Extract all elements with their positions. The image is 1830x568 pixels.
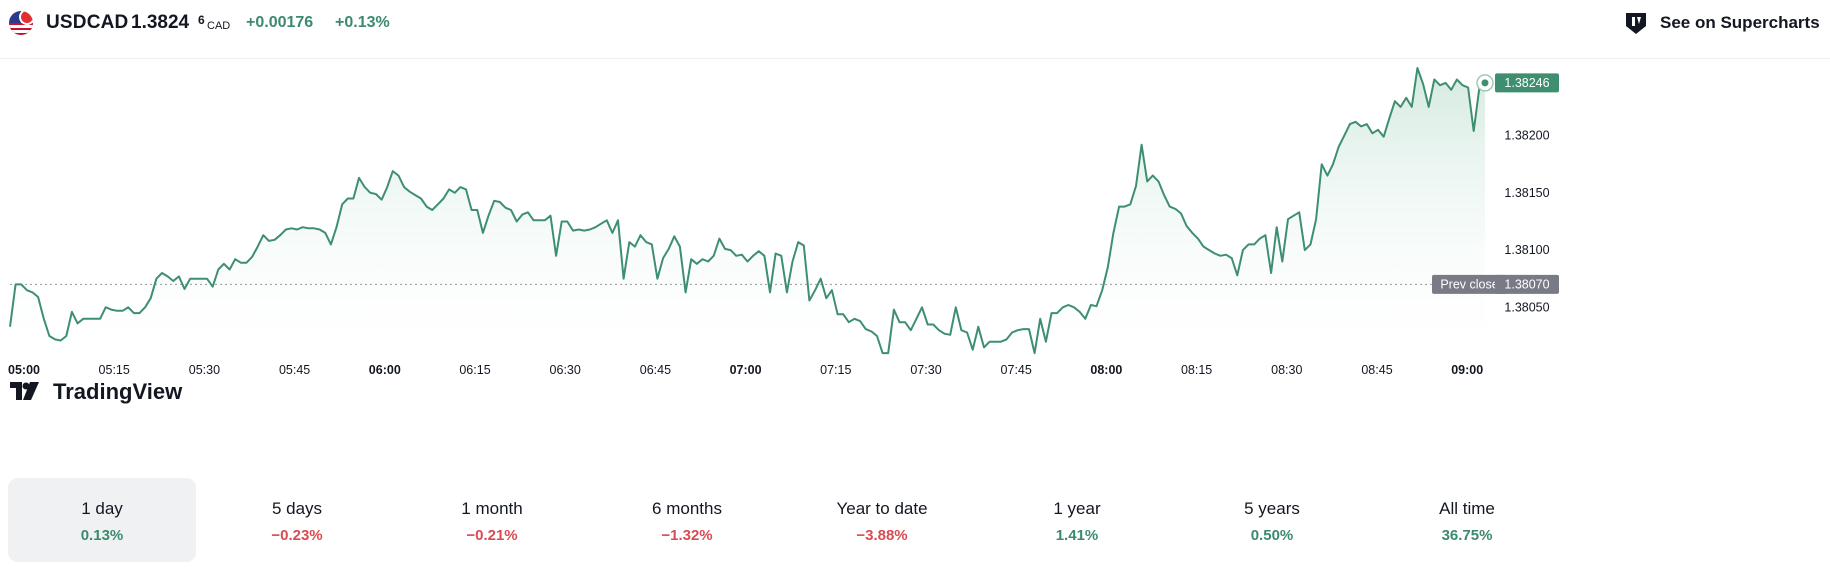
period-tabs: 1 day 0.13% 5 days −0.23% 1 month −0.21% 6 mon…: [0, 476, 1830, 566]
price-currency: CAD: [207, 20, 231, 32]
last-price: 1.3824: [131, 12, 190, 33]
y-axis: 1.38050 1.38100 1.38150 1.38200: [1504, 129, 1549, 315]
period-tab[interactable]: 5 days −0.23%: [203, 478, 391, 562]
period-tab-label: 5 days: [271, 499, 323, 518]
period-tab-label: 6 months: [652, 499, 722, 518]
last-price-pipette: 6: [198, 13, 205, 27]
usd-cad-flag-icon: [9, 11, 33, 35]
period-tab-label: 1 month: [461, 499, 523, 518]
x-tick-label: 07:00: [730, 363, 762, 377]
y-tick-label: 1.38200: [1504, 129, 1549, 143]
x-tick-label: 05:30: [189, 363, 220, 377]
period-tab-label: Year to date: [836, 499, 928, 518]
period-tab-change: −1.32%: [661, 527, 713, 544]
period-tab-change: −3.88%: [856, 527, 908, 544]
x-tick-label: 07:45: [1001, 363, 1032, 377]
period-tab-change: 0.13%: [80, 527, 124, 544]
x-tick-label: 07:30: [910, 363, 941, 377]
symbol-name: USDCAD: [46, 12, 129, 33]
x-tick-label: 06:30: [550, 363, 581, 377]
x-tick-label: 05:45: [279, 363, 310, 377]
y-tick-label: 1.38050: [1504, 300, 1549, 314]
symbol-header: USDCAD 1.3824 6 CAD +0.00176 +0.13% See …: [0, 0, 1830, 48]
prev-close-value: 1.38070: [1504, 277, 1549, 291]
period-tab[interactable]: All time 36.75%: [1373, 478, 1561, 562]
price-area-fill: [10, 68, 1485, 356]
x-tick-label: 08:45: [1361, 363, 1392, 377]
x-tick-label: 07:15: [820, 363, 851, 377]
see-on-supercharts-label: See on Supercharts: [1660, 13, 1820, 32]
period-tab-change: −0.21%: [466, 527, 518, 544]
period-tab-label: 1 day: [81, 499, 123, 518]
x-tick-label: 06:15: [459, 363, 490, 377]
x-tick-label: 06:45: [640, 363, 671, 377]
period-tab-label: 5 years: [1244, 499, 1300, 518]
header-divider: [0, 58, 1830, 59]
period-tab-change: −0.23%: [271, 527, 323, 544]
price-line: [9, 67, 1486, 355]
period-tab[interactable]: 6 months −1.32%: [593, 478, 781, 562]
last-price-badge: 1.38246: [1495, 73, 1559, 93]
price-change-absolute: +0.00176: [246, 14, 314, 31]
period-tab[interactable]: 1 day 0.13%: [8, 478, 196, 562]
x-axis: 05:00 05:15 05:30 05:45 06:00 06:15 06:30 06:45…: [8, 363, 1483, 377]
prev-close-badge: Prev close 1.38070: [1432, 274, 1559, 294]
tradingview-watermark-text: TradingView: [53, 379, 183, 404]
x-tick-label: 08:15: [1181, 363, 1212, 377]
period-tab-change: 1.41%: [1055, 527, 1099, 544]
period-tab-label: 1 year: [1053, 499, 1101, 518]
see-on-supercharts-link[interactable]: See on Supercharts: [1622, 8, 1820, 38]
period-tab[interactable]: 1 month −0.21%: [398, 478, 586, 562]
period-tab-change: 0.50%: [1250, 527, 1294, 544]
period-tab[interactable]: Year to date −3.88%: [788, 478, 976, 562]
period-tab-change: 36.75%: [1441, 527, 1493, 544]
price-change-percent: +0.13%: [335, 14, 390, 31]
y-tick-label: 1.38100: [1504, 243, 1549, 257]
period-tab-label: All time: [1439, 499, 1495, 518]
x-tick-label: 09:00: [1451, 363, 1483, 377]
x-tick-label: 06:00: [369, 363, 401, 377]
prev-close-label: Prev close: [1440, 277, 1498, 291]
tradingview-logo-icon: [1626, 13, 1646, 34]
x-tick-label: 08:00: [1090, 363, 1122, 377]
tradingview-watermark-icon: [10, 382, 39, 400]
y-tick-label: 1.38150: [1504, 186, 1549, 200]
x-tick-label: 08:30: [1271, 363, 1302, 377]
last-price-badge-label: 1.38246: [1504, 76, 1549, 90]
last-price-marker: [1476, 74, 1494, 92]
x-tick-label: 05:00: [8, 363, 40, 377]
period-tab[interactable]: 5 years 0.50%: [1178, 478, 1366, 562]
x-tick-label: 05:15: [99, 363, 130, 377]
tradingview-watermark: TradingView: [10, 379, 183, 404]
period-tab[interactable]: 1 year 1.41%: [983, 478, 1171, 562]
